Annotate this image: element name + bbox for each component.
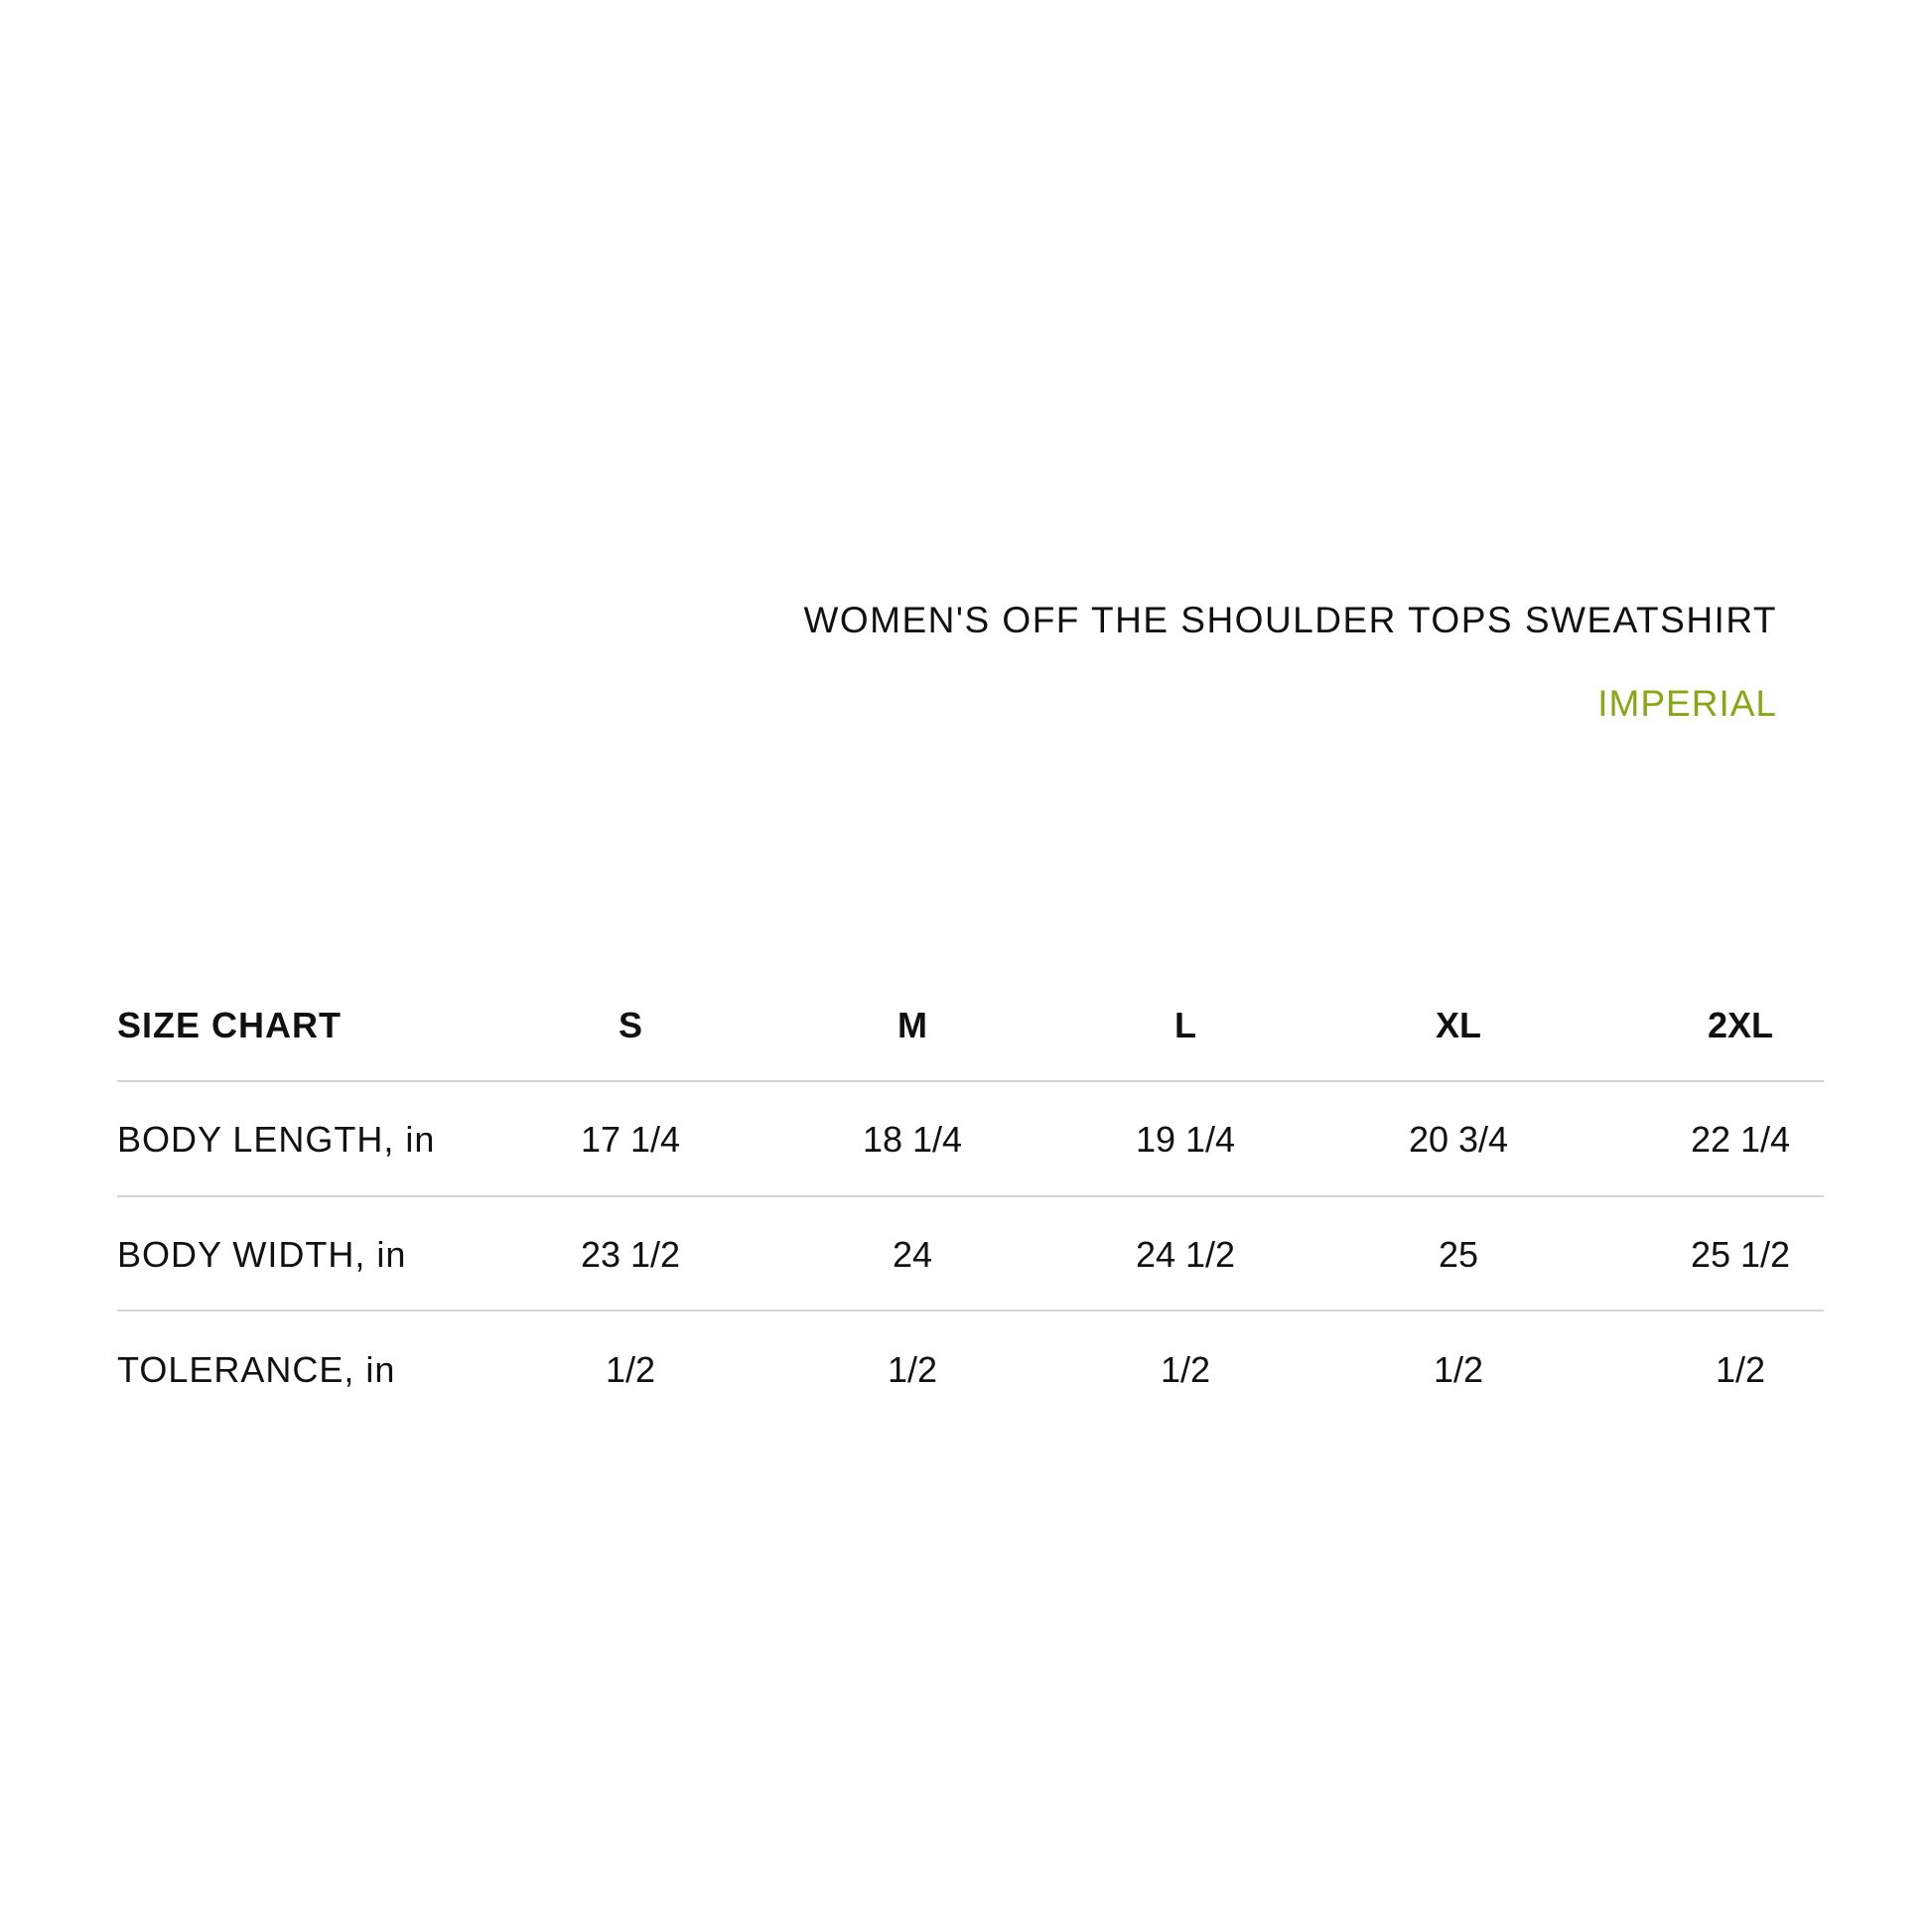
table-cell: 25 bbox=[1438, 1234, 1479, 1275]
table-cell: 17 1/4 bbox=[580, 1119, 681, 1160]
row-label: BODY WIDTH, in bbox=[117, 1234, 407, 1275]
table-cell: 22 1/4 bbox=[1690, 1119, 1791, 1160]
table-cell: 19 1/4 bbox=[1135, 1119, 1236, 1160]
table-cell: 1/2 bbox=[887, 1349, 938, 1390]
table-cell: 20 3/4 bbox=[1408, 1119, 1509, 1160]
product-title: WOMEN'S OFF THE SHOULDER TOPS SWEATSHIRT bbox=[803, 600, 1777, 640]
size-header-m: M bbox=[897, 1005, 927, 1045]
size-header-l: L bbox=[1174, 1005, 1196, 1045]
table-cell: 24 1/2 bbox=[1135, 1234, 1236, 1275]
unit-system-label: IMPERIAL bbox=[1597, 683, 1777, 724]
row-label: TOLERANCE, in bbox=[117, 1349, 396, 1390]
table-cell: 25 1/2 bbox=[1690, 1234, 1791, 1275]
table-row: TOLERANCE, in 1/2 1/2 1/2 1/2 1/2 bbox=[117, 1349, 1824, 1390]
row-label: BODY LENGTH, in bbox=[117, 1119, 436, 1160]
row-divider bbox=[117, 1195, 1824, 1197]
size-header-2xl: 2XL bbox=[1707, 1005, 1774, 1045]
size-header-s: S bbox=[618, 1005, 642, 1045]
table-row: BODY LENGTH, in 17 1/4 18 1/4 19 1/4 20 … bbox=[117, 1119, 1824, 1160]
table-cell: 1/2 bbox=[1160, 1349, 1211, 1390]
row-divider bbox=[117, 1080, 1824, 1082]
table-cell: 1/2 bbox=[1715, 1349, 1766, 1390]
table-cell: 1/2 bbox=[605, 1349, 656, 1390]
row-divider bbox=[117, 1310, 1824, 1311]
table-cell: 1/2 bbox=[1433, 1349, 1484, 1390]
corner-label: SIZE CHART bbox=[117, 1005, 342, 1045]
table-row: BODY WIDTH, in 23 1/2 24 24 1/2 25 25 1/… bbox=[117, 1234, 1824, 1275]
table-cell: 24 bbox=[892, 1234, 933, 1275]
table-cell: 18 1/4 bbox=[862, 1119, 963, 1160]
table-header-row: SIZE CHART S M L XL 2XL bbox=[117, 1005, 1824, 1045]
table-cell: 23 1/2 bbox=[580, 1234, 681, 1275]
size-header-xl: XL bbox=[1435, 1005, 1481, 1045]
